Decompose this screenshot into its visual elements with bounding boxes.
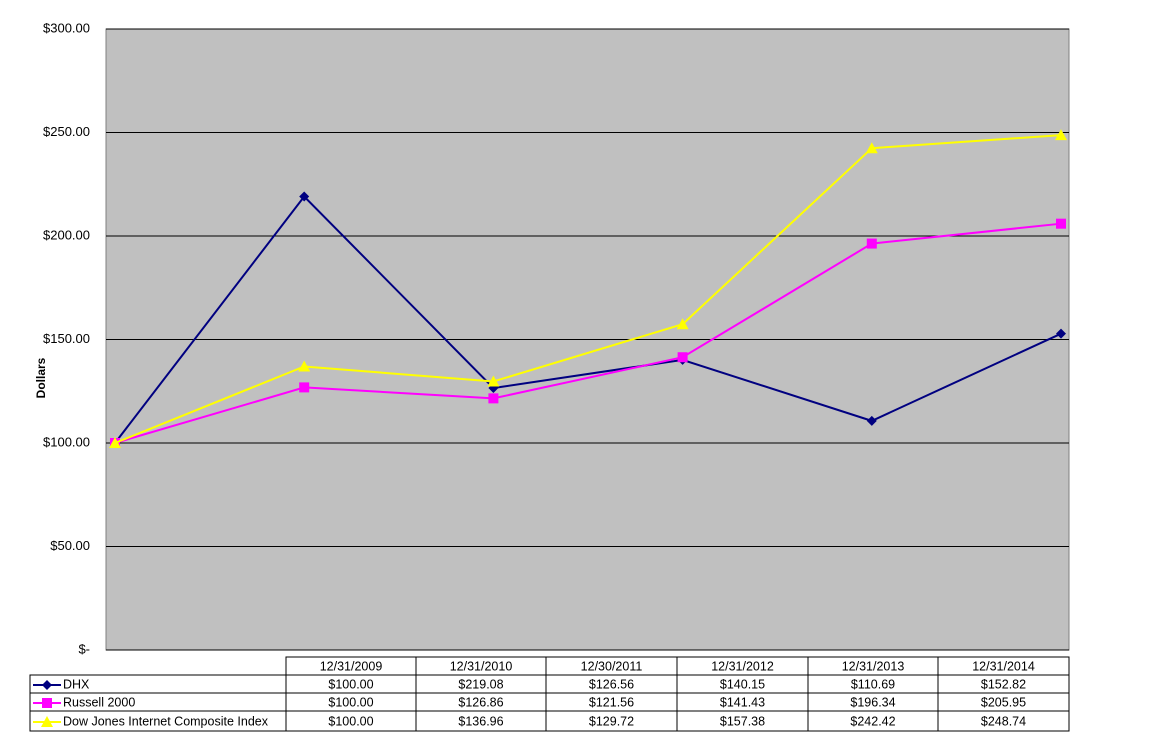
marker: [298, 360, 311, 372]
table-value: $196.34: [850, 695, 895, 709]
table-value: $152.82: [981, 677, 1026, 691]
legend-marker: [42, 698, 52, 708]
marker: [1056, 328, 1066, 339]
marker: [865, 142, 878, 154]
table-value: $242.42: [850, 714, 895, 728]
series-line: [114, 222, 1062, 444]
legend-label: Dow Jones Internet Composite Index: [63, 714, 269, 728]
column-header: 12/31/2013: [842, 659, 905, 673]
table-cell: [937, 710, 1070, 732]
column-header: 12/31/2014: [972, 659, 1035, 673]
marker: [1056, 218, 1066, 229]
table-value: $100.00: [328, 695, 373, 709]
table-value: $126.56: [589, 677, 634, 691]
table-value: $110.69: [851, 677, 895, 691]
series-line: [114, 134, 1062, 444]
table-value: $126.86: [458, 695, 503, 709]
data-table: 12/31/2009 12/31/2010 12/30/2011 12/31/2012…: [29, 656, 1070, 732]
table-value: $100.00: [328, 677, 373, 691]
y-tick-label: $300.00: [43, 20, 90, 35]
marker: [299, 382, 310, 393]
marker: [677, 352, 688, 363]
y-tick-label: $250.00: [43, 124, 90, 139]
legend-marker: [42, 680, 52, 690]
table-value: $141.43: [720, 695, 765, 709]
column-header: 12/30/2011: [581, 659, 643, 673]
marker: [866, 238, 877, 249]
y-axis-label: Dollars: [34, 357, 48, 398]
marker: [676, 318, 689, 330]
y-tick-label: $200.00: [43, 227, 90, 242]
legend-label: DHX: [63, 677, 90, 691]
table-value: $100.00: [328, 714, 373, 728]
marker: [109, 437, 121, 448]
legend-label: Russell 2000: [63, 695, 135, 709]
y-tick-label: $100.00: [43, 434, 90, 449]
y-tick-label: $50.00: [50, 538, 90, 553]
table-value: $205.95: [981, 695, 1026, 709]
series-line: [114, 194, 1062, 444]
table-value: $121.56: [589, 695, 634, 709]
y-tick-label: $150.00: [43, 331, 90, 346]
table-value: $140.15: [720, 677, 765, 691]
column-header: 12/31/2012: [711, 659, 774, 673]
marker: [1055, 129, 1067, 141]
column-header: 12/31/2010: [450, 659, 513, 673]
column-header: 12/31/2009: [320, 659, 383, 673]
marker: [487, 375, 500, 387]
table-value: $129.72: [589, 714, 634, 728]
table-value: $157.38: [720, 714, 765, 728]
y-tick-label: $-: [78, 641, 90, 656]
marker: [866, 415, 877, 426]
marker: [488, 393, 499, 404]
table-value: $136.96: [458, 714, 503, 728]
legend-marker: [41, 716, 53, 727]
table-value: $248.74: [981, 714, 1026, 728]
marker: [299, 191, 310, 202]
table-value: $219.08: [458, 677, 503, 691]
